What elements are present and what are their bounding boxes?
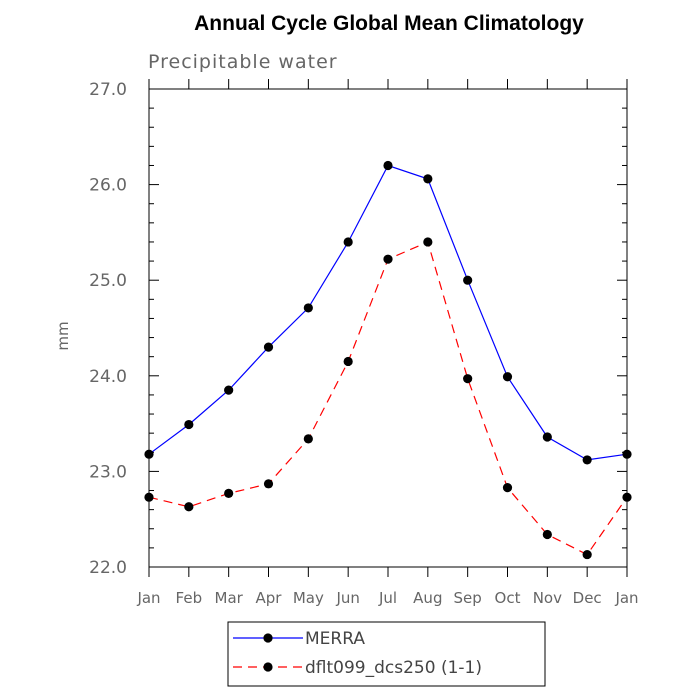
- legend: MERRA dflt099_dcs250 (1-1): [227, 621, 546, 687]
- series-2-point: [423, 237, 433, 247]
- series-2-point: [502, 483, 513, 493]
- series-2-point: [184, 502, 194, 512]
- legend-box: [227, 621, 546, 687]
- series-1-point: [263, 342, 274, 352]
- series-1-point: [184, 419, 194, 430]
- legend-label-1: MERRA: [305, 629, 365, 649]
- series-2-point: [542, 529, 552, 540]
- series-2-point: [582, 549, 592, 560]
- series-layer: [144, 160, 632, 560]
- series-line-2: [148, 241, 628, 556]
- series-2-point: [343, 356, 353, 367]
- series-1-point: [144, 449, 154, 459]
- x-tick-label: Oct: [495, 589, 521, 607]
- series-2-point: [383, 254, 393, 264]
- x-tick-label: Jan: [614, 589, 638, 607]
- y-tick-label: 26.0: [89, 176, 127, 196]
- x-tick-label: Sep: [454, 589, 482, 607]
- plot-frame: [148, 88, 628, 568]
- y-tick-label: 25.0: [89, 271, 127, 291]
- series-line-1: [148, 164, 628, 461]
- series-1-point: [383, 160, 393, 171]
- series-1-point: [582, 455, 592, 465]
- legend-label-2: dflt099_dcs250 (1-1): [305, 658, 482, 678]
- series-2-point: [622, 492, 632, 502]
- x-tick-label: Dec: [573, 589, 602, 607]
- x-tick-label: Feb: [176, 589, 203, 607]
- series-1-point: [343, 237, 353, 247]
- x-tick-label: Jan: [136, 589, 160, 607]
- series-1-point: [423, 174, 433, 184]
- x-tick-label: May: [293, 589, 324, 607]
- y-tick-label: 23.0: [89, 462, 127, 482]
- chart-title: Annual Cycle Global Mean Climatology: [194, 12, 584, 35]
- y-tick-label: 22.0: [89, 558, 127, 578]
- series-1-point: [622, 449, 632, 459]
- x-tick-label: Apr: [256, 589, 283, 607]
- series-2-point: [303, 434, 313, 444]
- series-1-point: [303, 303, 313, 313]
- x-tick-label: Jun: [335, 589, 359, 607]
- y-tick-label: 24.0: [89, 367, 127, 387]
- x-tick-label: Mar: [215, 589, 244, 607]
- legend-marker-2: [263, 662, 273, 672]
- series-2-point: [263, 479, 274, 489]
- x-tick-label: Aug: [413, 589, 442, 607]
- x-tick-label: Nov: [533, 589, 562, 607]
- series-1-point: [463, 275, 473, 285]
- chart-subtitle: Precipitable water: [148, 51, 338, 73]
- series-1-point: [224, 385, 234, 395]
- legend-entries: MERRA dflt099_dcs250 (1-1): [233, 629, 482, 678]
- x-tick-label: Jul: [378, 589, 397, 607]
- series-1-point: [542, 432, 552, 442]
- ticks-layer: 22.0 23.0 24.0 25.0 26.0 27.0 Jan Feb Mar Apr May J…: [89, 79, 639, 607]
- series-2-point: [463, 374, 473, 384]
- series-2-point: [144, 492, 154, 502]
- y-tick-label: 27.0: [89, 80, 127, 100]
- legend-marker-1: [263, 633, 273, 643]
- series-2-point: [224, 488, 234, 498]
- y-axis-label: mm: [54, 321, 72, 350]
- series-1-point: [502, 372, 513, 382]
